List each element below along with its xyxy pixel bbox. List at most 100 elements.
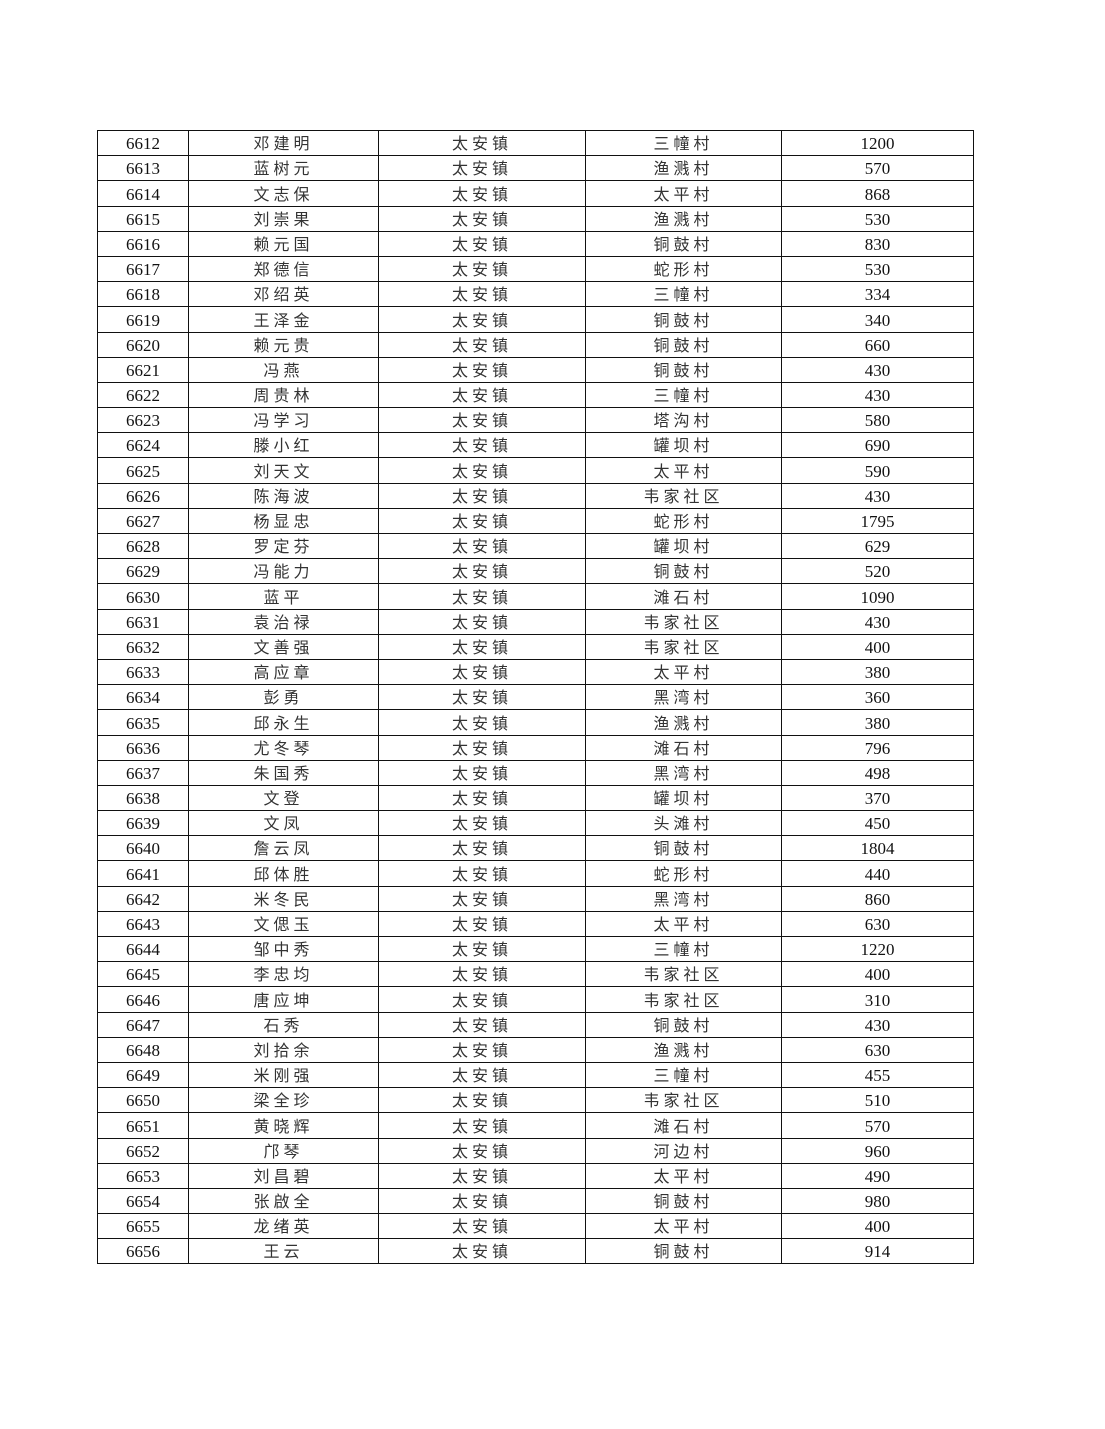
town-cell: 太安镇 <box>378 986 586 1013</box>
amount-cell: 340 <box>781 306 974 333</box>
amount-cell: 590 <box>781 457 974 484</box>
amount-cell: 796 <box>781 734 974 761</box>
table-row: 6642 米冬民 太安镇 黑湾村 860 <box>97 885 974 912</box>
row-number-cell: 6639 <box>97 810 189 837</box>
amount-cell: 520 <box>781 558 974 585</box>
row-number-cell: 6622 <box>97 381 189 409</box>
village-cell: 蛇形村 <box>585 255 782 283</box>
name-cell: 朱国秀 <box>188 759 379 786</box>
table-row: 6631 袁治禄 太安镇 韦家社区 430 <box>97 608 974 635</box>
name-cell: 文偲玉 <box>188 910 379 938</box>
name-cell: 邓绍英 <box>188 281 379 308</box>
town-cell: 太安镇 <box>378 583 586 610</box>
row-number-cell: 6636 <box>97 734 189 761</box>
row-number-cell: 6632 <box>97 633 189 660</box>
table-row: 6614 文志保 太安镇 太平村 868 <box>97 180 974 207</box>
name-cell: 唐应坤 <box>188 986 379 1013</box>
village-cell: 黑湾村 <box>585 684 782 711</box>
row-number-cell: 6649 <box>97 1061 189 1089</box>
village-cell: 蛇形村 <box>585 507 782 535</box>
name-cell: 周贵林 <box>188 381 379 409</box>
name-cell: 黄晓辉 <box>188 1112 379 1139</box>
town-cell: 太安镇 <box>378 1036 586 1063</box>
name-cell: 郑德信 <box>188 255 379 283</box>
name-cell: 邝琴 <box>188 1137 379 1164</box>
village-cell: 太平村 <box>585 910 782 938</box>
name-cell: 龙绪英 <box>188 1213 379 1240</box>
village-cell: 三幢村 <box>585 381 782 409</box>
name-cell: 邱体胜 <box>188 860 379 887</box>
village-cell: 罐坝村 <box>585 432 782 459</box>
table-row: 6647 石秀 太安镇 铜鼓村 430 <box>97 1011 974 1038</box>
table-row: 6622 周贵林 太安镇 三幢村 430 <box>97 381 974 409</box>
village-cell: 蛇形村 <box>585 860 782 887</box>
name-cell: 王泽金 <box>188 306 379 333</box>
name-cell: 高应章 <box>188 658 379 686</box>
amount-cell: 914 <box>781 1238 974 1265</box>
name-cell: 陈海波 <box>188 482 379 509</box>
village-cell: 铜鼓村 <box>585 1187 782 1215</box>
town-cell: 太安镇 <box>378 1162 586 1189</box>
table-row: 6635 邱永生 太安镇 渔溅村 380 <box>97 709 974 736</box>
village-cell: 铜鼓村 <box>585 835 782 862</box>
town-cell: 太安镇 <box>378 633 586 660</box>
village-cell: 河边村 <box>585 1137 782 1164</box>
town-cell: 太安镇 <box>378 281 586 308</box>
row-number-cell: 6628 <box>97 532 189 560</box>
table-row: 6644 邹中秀 太安镇 三幢村 1220 <box>97 935 974 963</box>
amount-cell: 830 <box>781 230 974 257</box>
amount-cell: 630 <box>781 1036 974 1063</box>
row-number-cell: 6624 <box>97 432 189 459</box>
village-cell: 滩石村 <box>585 583 782 610</box>
row-number-cell: 6637 <box>97 759 189 786</box>
town-cell: 太安镇 <box>378 558 586 585</box>
town-cell: 太安镇 <box>378 230 586 257</box>
table-row: 6653 刘昌碧 太安镇 太平村 490 <box>97 1162 974 1189</box>
town-cell: 太安镇 <box>378 432 586 459</box>
name-cell: 文志保 <box>188 180 379 207</box>
name-cell: 彭勇 <box>188 684 379 711</box>
village-cell: 黑湾村 <box>585 885 782 912</box>
town-cell: 太安镇 <box>378 759 586 786</box>
village-cell: 韦家社区 <box>585 482 782 509</box>
name-cell: 王云 <box>188 1238 379 1265</box>
table-row: 6648 刘拾余 太安镇 渔溅村 630 <box>97 1036 974 1063</box>
village-cell: 渔溅村 <box>585 709 782 736</box>
table-row: 6645 李忠均 太安镇 韦家社区 400 <box>97 961 974 988</box>
name-cell: 尤冬琴 <box>188 734 379 761</box>
amount-cell: 380 <box>781 709 974 736</box>
village-cell: 罐坝村 <box>585 784 782 812</box>
row-number-cell: 6651 <box>97 1112 189 1139</box>
name-cell: 詹云凤 <box>188 835 379 862</box>
table-row: 6615 刘崇果 太安镇 渔溅村 530 <box>97 205 974 232</box>
table-row: 6640 詹云凤 太安镇 铜鼓村 1804 <box>97 835 974 862</box>
table-row: 6651 黄晓辉 太安镇 滩石村 570 <box>97 1112 974 1139</box>
table-row: 6624 滕小红 太安镇 罐坝村 690 <box>97 432 974 459</box>
village-cell: 滩石村 <box>585 734 782 761</box>
town-cell: 太安镇 <box>378 1137 586 1164</box>
table-row: 6643 文偲玉 太安镇 太平村 630 <box>97 910 974 938</box>
amount-cell: 1795 <box>781 507 974 535</box>
name-cell: 张啟全 <box>188 1187 379 1215</box>
row-number-cell: 6617 <box>97 255 189 283</box>
town-cell: 太安镇 <box>378 482 586 509</box>
name-cell: 赖元国 <box>188 230 379 257</box>
name-cell: 赖元贵 <box>188 331 379 358</box>
amount-cell: 310 <box>781 986 974 1013</box>
town-cell: 太安镇 <box>378 306 586 333</box>
name-cell: 石秀 <box>188 1011 379 1038</box>
town-cell: 太安镇 <box>378 1213 586 1240</box>
name-cell: 邓建明 <box>188 129 379 157</box>
table-row: 6656 王云 太安镇 铜鼓村 914 <box>97 1238 974 1265</box>
table-row: 6650 梁全珍 太安镇 韦家社区 510 <box>97 1087 974 1114</box>
village-cell: 铜鼓村 <box>585 230 782 257</box>
table-row: 6636 尤冬琴 太安镇 滩石村 796 <box>97 734 974 761</box>
village-cell: 罐坝村 <box>585 532 782 560</box>
amount-cell: 570 <box>781 155 974 182</box>
town-cell: 太安镇 <box>378 684 586 711</box>
table-row: 6619 王泽金 太安镇 铜鼓村 340 <box>97 306 974 333</box>
village-cell: 铜鼓村 <box>585 1238 782 1265</box>
name-cell: 刘崇果 <box>188 205 379 232</box>
town-cell: 太安镇 <box>378 407 586 434</box>
village-cell: 渔溅村 <box>585 1036 782 1063</box>
